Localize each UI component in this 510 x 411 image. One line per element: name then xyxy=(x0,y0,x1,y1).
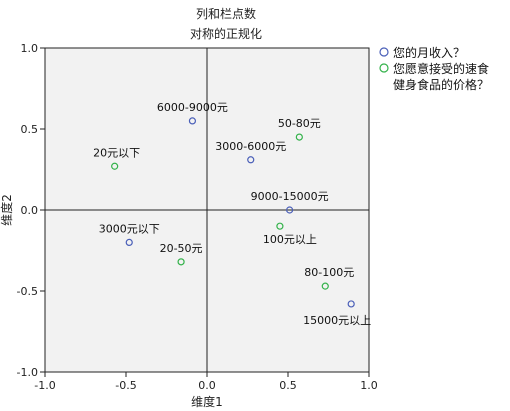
y-axis: -1.0 -0.5 0.0 0.5 1.0 xyxy=(17,42,45,379)
data-point-label: 100元以上 xyxy=(263,233,317,246)
data-point-label: 6000-9000元 xyxy=(157,101,228,114)
chart-title: 列和栏点数 xyxy=(196,6,256,21)
y-tick-label: 1.0 xyxy=(21,42,39,55)
data-point-label: 80-100元 xyxy=(304,266,354,279)
data-point-label: 9000-15000元 xyxy=(251,190,329,203)
legend-label: 健身食品的价格？ xyxy=(393,77,489,92)
chart-subtitle: 对称的正规化 xyxy=(190,26,262,41)
data-point xyxy=(188,117,197,125)
legend-marker xyxy=(379,47,389,57)
data-point xyxy=(347,300,355,308)
data-point xyxy=(247,156,255,164)
data-point-label: 50-80元 xyxy=(278,117,321,130)
y-axis-title: 维度2 xyxy=(0,194,14,226)
x-axis-title: 维度1 xyxy=(191,394,223,409)
data-point-label: 15000元以上 xyxy=(303,314,371,327)
y-tick-label: -0.5 xyxy=(17,285,38,298)
x-tick-label: -1.0 xyxy=(34,379,55,392)
y-tick-label: 0.5 xyxy=(21,123,39,136)
data-point-label: 20元以下 xyxy=(93,146,140,159)
legend-marker xyxy=(379,63,389,73)
data-point xyxy=(286,206,294,214)
data-point xyxy=(321,282,329,290)
data-point xyxy=(295,133,303,141)
x-axis: -1.0 -0.5 0.0 0.5 1.0 xyxy=(34,372,378,392)
x-tick-label: 0.5 xyxy=(279,379,297,392)
legend-label: 您的月收入？ xyxy=(393,45,465,60)
data-point-label: 3000元以下 xyxy=(99,222,160,235)
data-point xyxy=(177,258,185,266)
data-point xyxy=(276,222,284,230)
data-point xyxy=(125,238,133,246)
data-point xyxy=(111,162,119,170)
y-tick-label: 0.0 xyxy=(21,204,39,217)
x-tick-label: -0.5 xyxy=(115,379,136,392)
legend-label: 您愿意接受的速食 xyxy=(393,61,489,76)
data-point-label: 20-50元 xyxy=(160,242,203,255)
x-tick-label: 1.0 xyxy=(360,379,378,392)
data-point-label: 3000-6000元 xyxy=(215,140,286,153)
x-tick-label: 0.0 xyxy=(198,379,216,392)
data-points: 6000-9000元 3000-6000元 9000-15000元 3000元以下 15… xyxy=(93,101,371,327)
y-tick-label: -1.0 xyxy=(17,366,38,379)
